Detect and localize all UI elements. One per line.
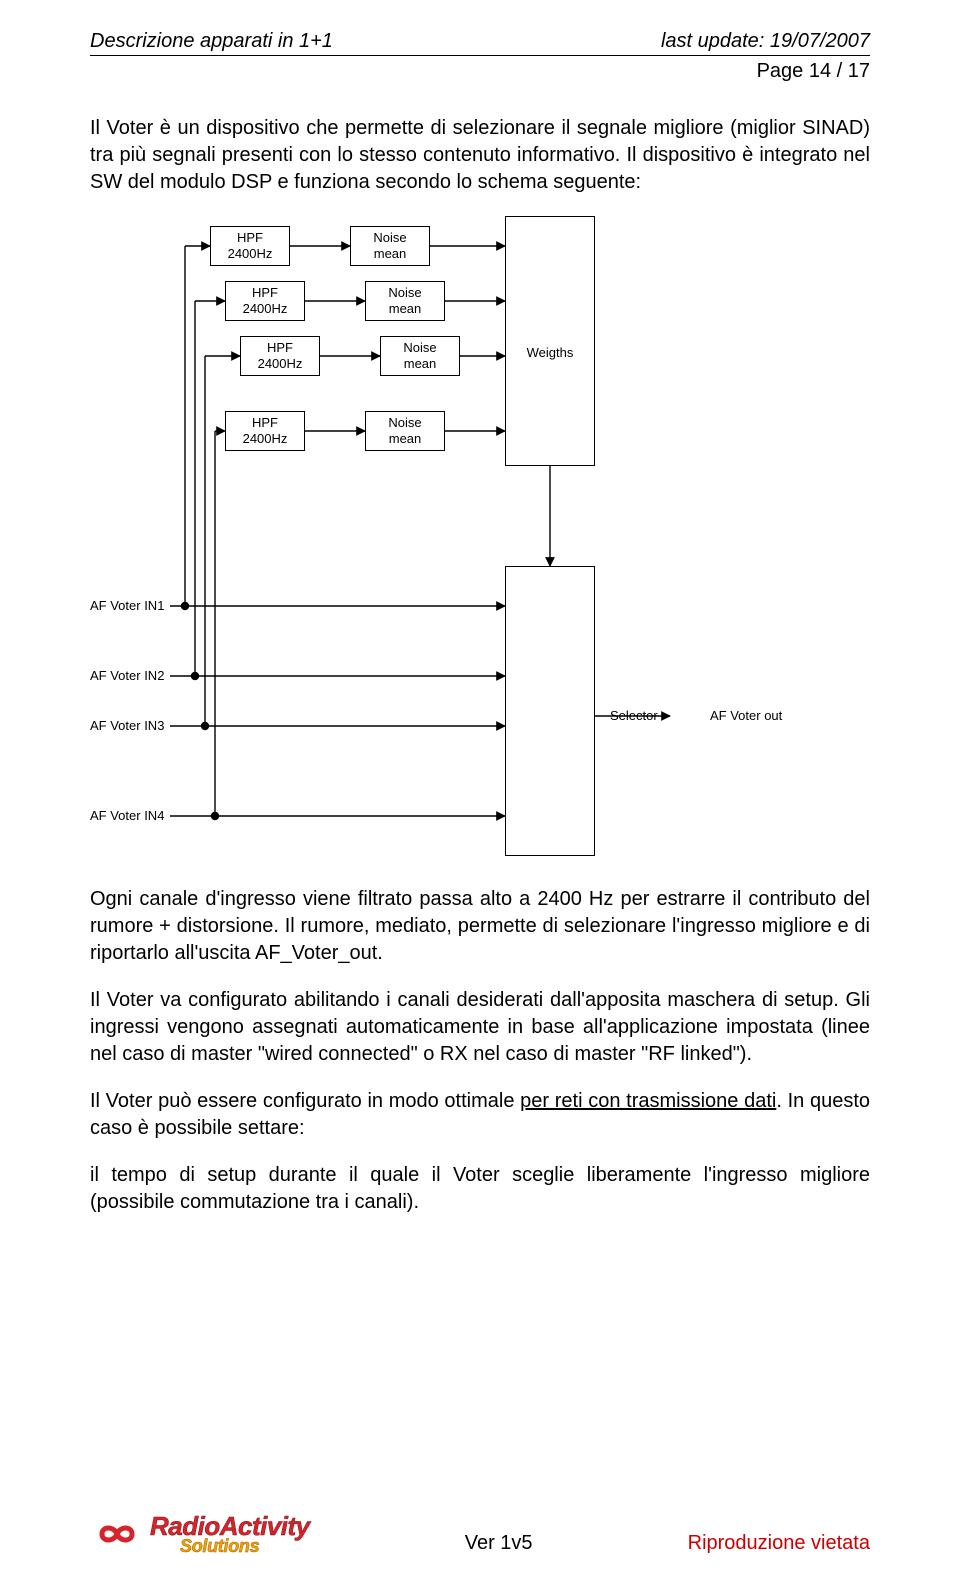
hpf-box-4: HPF2400Hz [225,411,305,451]
label-in3: AF Voter IN3 [90,718,164,733]
p4-underline: per reti con trasmissione dati [520,1090,776,1112]
label-in2: AF Voter IN2 [90,668,164,683]
footer-rights: Riproduzione vietata [688,1532,870,1555]
label-out: AF Voter out [710,708,782,723]
paragraph-5: il tempo di setup durante il quale il Vo… [90,1162,870,1216]
page-number: Page 14 / 17 [90,60,870,83]
header-left: Descrizione apparati in 1+1 [90,30,333,53]
logo: RadioActivity Solutions [90,1513,310,1555]
label-in1: AF Voter IN1 [90,598,164,613]
label-selector: Selector [610,708,658,723]
paragraph-2: Ogni canale d'ingresso viene filtrato pa… [90,886,870,967]
paragraph-4: Il Voter può essere configurato in modo … [90,1088,870,1142]
hpf-box-3: HPF2400Hz [240,336,320,376]
voter-diagram: HPF2400Hz HPF2400Hz HPF2400Hz HPF2400Hz … [90,216,870,856]
noise-box-1: Noisemean [350,226,430,266]
intro-paragraph: Il Voter è un dispositivo che permette d… [90,115,870,196]
hpf-box-2: HPF2400Hz [225,281,305,321]
hpf-box-1: HPF2400Hz [210,226,290,266]
noise-box-3: Noisemean [380,336,460,376]
infinity-icon [90,1518,144,1550]
footer-version: Ver 1v5 [465,1532,533,1555]
weights-label: Weigths [527,345,574,361]
p4-part-a: Il Voter può essere configurato in modo … [90,1090,520,1112]
noise-box-2: Noisemean [365,281,445,321]
noise-box-4: Noisemean [365,411,445,451]
selector-box [505,566,595,856]
label-in4: AF Voter IN4 [90,808,164,823]
weights-box: Weigths [505,216,595,466]
paragraph-3: Il Voter va configurato abilitando i can… [90,987,870,1068]
diagram-wires [90,216,870,856]
header-right: last update: 19/07/2007 [661,30,870,53]
header-rule [90,55,870,56]
footer: RadioActivity Solutions Ver 1v5 Riproduz… [90,1513,870,1555]
